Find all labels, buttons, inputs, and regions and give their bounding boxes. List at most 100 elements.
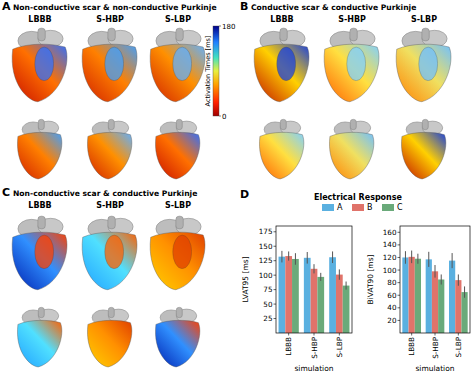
heart-render [150, 216, 205, 290]
y-tick-label: 50 [263, 300, 273, 309]
x-tick [411, 333, 412, 336]
septum-cut [347, 47, 366, 81]
column-label: S-HBP [338, 15, 366, 24]
heart-render [155, 307, 199, 367]
septum-cut [173, 235, 192, 269]
error-bar [281, 251, 282, 263]
bar [329, 257, 336, 333]
heart-render [155, 119, 199, 178]
ventricle [17, 132, 61, 179]
ventricle [12, 44, 67, 102]
heart-render [82, 28, 137, 102]
bar [279, 257, 286, 333]
error-bar [307, 252, 308, 264]
heart-render [254, 28, 309, 102]
heart-render [17, 307, 61, 367]
heart-render [396, 28, 451, 102]
y-axis-label: LVAT95 [ms] [241, 256, 250, 302]
bar [438, 280, 444, 334]
bar [449, 261, 455, 333]
colorbar-tick [219, 26, 221, 27]
vessel [280, 28, 287, 41]
panel-title: Non-conductive scar & non-conductive Pur… [13, 3, 217, 12]
ventricle [82, 232, 137, 290]
x-tick-label: S-LBP [454, 336, 463, 357]
bar [415, 259, 421, 333]
bar [409, 257, 415, 333]
ventricle [396, 44, 451, 102]
ventricle [17, 320, 61, 367]
vessel [38, 119, 44, 129]
panel-label: B [240, 0, 248, 13]
y-tick [398, 244, 401, 245]
y-tick-label: 40 [387, 303, 397, 312]
septum-cut [105, 47, 124, 81]
bar [292, 259, 299, 333]
y-tick [398, 270, 401, 271]
bar [304, 258, 311, 333]
x-tick-label: S-HBP [431, 336, 440, 358]
y-tick [398, 232, 401, 233]
panel-title: Conductive scar & conductive Purkinje [251, 3, 416, 12]
error-bar [464, 286, 465, 297]
y-tick-label: 140 [383, 240, 397, 249]
y-tick [398, 295, 401, 296]
y-tick-label: 75 [263, 285, 272, 294]
ventricle [329, 132, 373, 179]
y-tick [398, 282, 401, 283]
heart-render [87, 119, 131, 178]
bar [336, 275, 343, 333]
x-tick [435, 333, 436, 336]
y-tick-label: 120 [383, 253, 397, 262]
vessel [176, 119, 182, 129]
error-bar [332, 251, 333, 263]
y-tick [274, 275, 277, 276]
error-bar [452, 253, 453, 268]
vessel [280, 119, 286, 129]
panel-title: Electrical Response [314, 193, 403, 202]
y-tick [398, 320, 401, 321]
bar [343, 286, 350, 333]
y-tick [274, 304, 277, 305]
bar [455, 280, 461, 333]
x-axis-label: simulation [415, 364, 454, 373]
bar [285, 256, 292, 333]
ventricle [155, 132, 199, 179]
x-tick [339, 333, 340, 336]
panel-label: D [240, 188, 249, 201]
heart-render [12, 28, 67, 102]
bar [426, 259, 432, 333]
vessel [176, 216, 183, 229]
column-label: S-HBP [96, 15, 124, 24]
bar [432, 271, 438, 333]
plot-frame [400, 226, 470, 333]
bars [279, 251, 350, 333]
colorbar-label: Activation Times [ms] [204, 36, 212, 107]
error-bar [411, 251, 412, 264]
ventricle [150, 232, 205, 290]
septum-cut [35, 235, 54, 269]
panel-title: Non-conductive scar & conductive Purkinj… [13, 189, 197, 198]
ventricle [87, 320, 131, 367]
ventricle [324, 44, 379, 102]
figure: ANon-conductive scar & non-conductive Pu… [0, 0, 474, 374]
error-bar [314, 264, 315, 273]
vessel [422, 119, 428, 129]
error-bar [428, 252, 429, 267]
ventricle [150, 44, 205, 102]
x-axis-label: simulation [294, 364, 333, 373]
y-tick [274, 318, 277, 319]
legend-label: C [397, 203, 403, 212]
vessel [108, 28, 115, 41]
y-tick-label: 60 [387, 291, 397, 300]
y-tick [398, 307, 401, 308]
error-bar [295, 253, 296, 265]
ventricle [12, 232, 67, 290]
bar-chart: 20406080100120140160LBBBS-HBPS-LBPsimula… [366, 226, 470, 373]
error-bar [288, 251, 289, 260]
error-bar [435, 265, 436, 278]
x-tick [314, 333, 315, 336]
y-tick-label: 160 [383, 228, 397, 237]
bar [402, 257, 408, 333]
heart-render [12, 216, 67, 290]
